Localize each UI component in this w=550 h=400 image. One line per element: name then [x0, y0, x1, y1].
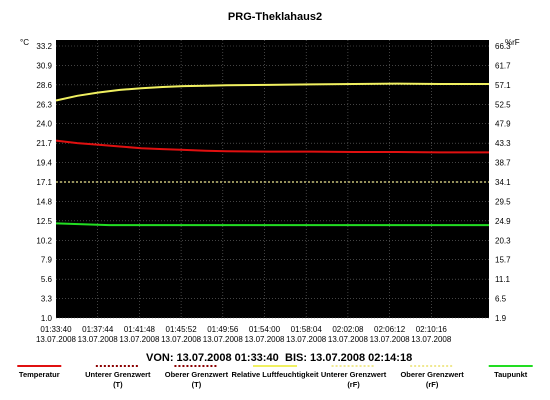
left-tick-label: 17.1 [36, 178, 52, 187]
right-tick-label: 15.7 [495, 256, 511, 265]
legend-label: (T) [113, 380, 123, 389]
chart-title: PRG-Theklahaus2 [228, 11, 322, 23]
right-tick-label: 11.1 [495, 275, 511, 284]
right-tick-label: 38.7 [495, 159, 511, 168]
x-axis-ticks: 01:33:4013.07.200801:37:4413.07.200801:4… [36, 325, 452, 344]
left-tick-label: 30.9 [36, 61, 52, 70]
right-tick-label: 52.5 [495, 100, 511, 109]
x-tick-time: 01:49:56 [207, 325, 239, 334]
legend-label: Oberer Grenzwert [165, 370, 229, 379]
x-tick-time: 01:37:44 [82, 325, 114, 334]
legend: Temperatur Unterer Grenzwert(T)Oberer Gre… [17, 365, 533, 389]
legend-label: Unterer Grenzwert [85, 370, 151, 379]
legend-label: Oberer Grenzwert [400, 370, 464, 379]
series-group [55, 82, 489, 227]
x-tick-time: 01:58:04 [291, 325, 323, 334]
left-axis-unit: °C [20, 38, 29, 47]
x-tick-time: 02:02:08 [332, 325, 364, 334]
right-tick-label: 47.9 [495, 120, 511, 129]
x-tick-date: 13.07.2008 [119, 335, 160, 344]
left-tick-label: 12.5 [36, 217, 52, 226]
x-tick-time: 02:10:16 [416, 325, 448, 334]
left-axis-ticks: 33.2 30.9 28.6 26.3 24.0 21.7 19.4 17.1 14.8 12.5… [36, 42, 52, 323]
left-tick-label: 28.6 [36, 81, 52, 90]
x-tick-date: 13.07.2008 [78, 335, 119, 344]
series-line [55, 139, 489, 154]
x-tick-time: 02:06:12 [374, 325, 406, 334]
legend-label: Unterer Grenzwert [321, 370, 387, 379]
x-tick-date: 13.07.2008 [411, 335, 452, 344]
left-tick-label: 33.2 [36, 42, 52, 51]
left-tick-label: 14.8 [36, 197, 52, 206]
range-to: BIS: 13.07.2008 02:14:18 [285, 352, 412, 364]
right-tick-label: 20.3 [495, 236, 511, 245]
right-tick-label: 24.9 [495, 217, 511, 226]
series-line [55, 82, 489, 102]
right-tick-label: 6.5 [495, 295, 507, 304]
right-tick-label: 1.9 [495, 314, 507, 323]
legend-label: Temperatur [19, 370, 60, 379]
legend-label: Relative Luftfeuchtigkeit [231, 370, 319, 379]
legend-label: (rF) [426, 380, 439, 389]
left-tick-label: 26.3 [36, 100, 52, 109]
x-tick-time: 01:33:40 [40, 325, 72, 334]
left-tick-label: 10.2 [36, 236, 52, 245]
x-tick-date: 13.07.2008 [286, 335, 327, 344]
grid [56, 40, 489, 319]
right-tick-label: 29.5 [495, 197, 511, 206]
legend-label: (T) [192, 380, 202, 389]
right-tick-label: 66.3 [495, 42, 511, 51]
x-tick-time: 01:45:52 [166, 325, 198, 334]
left-tick-label: 1.0 [41, 314, 53, 323]
right-tick-label: 57.1 [495, 81, 511, 90]
left-tick-label: 5.6 [41, 275, 53, 284]
range-from: VON: 13.07.2008 01:33:40 [146, 352, 279, 364]
left-tick-label: 19.4 [36, 159, 52, 168]
left-tick-label: 7.9 [41, 256, 53, 265]
x-tick-time: 01:41:48 [124, 325, 156, 334]
right-axis-ticks: 66.3 61.7 57.1 52.5 47.9 43.3 38.7 34.1 29.5 24.9… [495, 42, 511, 323]
x-tick-date: 13.07.2008 [161, 335, 202, 344]
x-tick-time: 01:54:00 [249, 325, 281, 334]
left-tick-label: 24.0 [36, 120, 52, 129]
right-tick-label: 43.3 [495, 139, 511, 148]
x-tick-date: 13.07.2008 [328, 335, 369, 344]
x-tick-date: 13.07.2008 [370, 335, 411, 344]
x-tick-date: 13.07.2008 [244, 335, 285, 344]
right-tick-label: 34.1 [495, 178, 511, 187]
series-line [55, 222, 489, 227]
x-tick-date: 13.07.2008 [36, 335, 77, 344]
left-tick-label: 3.3 [41, 295, 53, 304]
right-axis-unit: %rF [505, 38, 520, 47]
left-tick-label: 21.7 [36, 139, 52, 148]
legend-label: (rF) [347, 380, 360, 389]
right-tick-label: 61.7 [495, 61, 511, 70]
legend-label: Taupunkt [494, 370, 528, 379]
x-tick-date: 13.07.2008 [203, 335, 244, 344]
plot-area [56, 40, 489, 318]
